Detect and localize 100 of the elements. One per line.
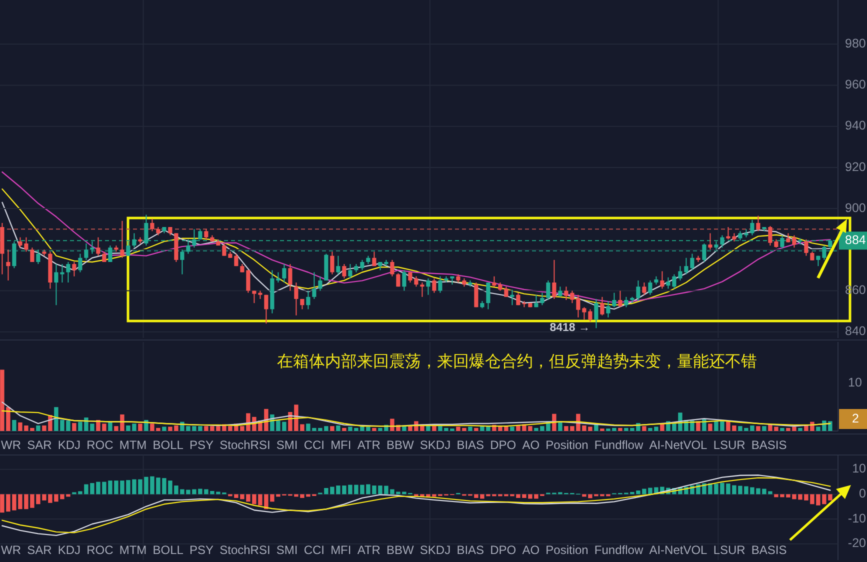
candlestick xyxy=(720,234,724,248)
candlestick xyxy=(276,272,280,284)
text: BASIS xyxy=(751,438,787,452)
text: ROC xyxy=(86,438,114,452)
candlestick xyxy=(18,236,22,248)
candlestick xyxy=(246,270,250,294)
bar xyxy=(696,421,700,431)
text: AO xyxy=(522,438,540,452)
bar xyxy=(12,420,16,431)
candlestick xyxy=(12,240,16,269)
candlestick xyxy=(402,270,406,292)
text: BBW xyxy=(386,438,414,452)
text: Fundflow xyxy=(594,438,644,452)
candlestick xyxy=(186,238,190,254)
annotation: 在箱体内部来回震荡，来回爆仓合约，但反弹趋势未变，量能还不错 xyxy=(277,351,757,370)
y-tick-label: 920 xyxy=(845,160,866,174)
candlestick xyxy=(822,245,826,260)
candlestick xyxy=(756,215,760,232)
candlestick xyxy=(120,220,124,258)
candlestick xyxy=(642,282,646,296)
text: 2 xyxy=(852,411,859,426)
annotation: Fundflow xyxy=(594,543,644,557)
candlestick xyxy=(516,292,520,306)
candlestick xyxy=(828,238,832,250)
annotation: BIAS xyxy=(456,543,484,557)
candlestick xyxy=(768,226,772,246)
candlestick xyxy=(396,272,400,288)
bar xyxy=(510,426,514,431)
candlestick xyxy=(792,234,796,248)
annotation: SMI xyxy=(276,543,298,557)
candlestick xyxy=(666,276,670,290)
text: CCI xyxy=(304,438,324,452)
bar xyxy=(342,428,346,431)
candlestick xyxy=(6,249,10,281)
text: BIAS xyxy=(456,438,484,452)
candlestick xyxy=(438,276,442,294)
candlestick xyxy=(660,270,664,290)
text: WR xyxy=(1,438,21,452)
bar xyxy=(72,423,76,431)
annotation: DPO xyxy=(490,543,516,557)
candlestick xyxy=(132,232,136,248)
candlestick xyxy=(30,247,34,262)
candlestick xyxy=(702,242,706,262)
text: MFI xyxy=(330,438,352,452)
annotation: MFI xyxy=(330,543,352,557)
candlestick xyxy=(348,264,352,279)
bar xyxy=(642,426,646,431)
text: DPO xyxy=(490,438,516,452)
annotation: ROC xyxy=(86,543,114,557)
annotation: PSY xyxy=(190,543,214,557)
candlestick xyxy=(786,232,790,243)
candlestick xyxy=(738,230,742,241)
candlestick xyxy=(504,286,508,298)
annotation: ATR xyxy=(357,543,380,557)
annotation: BOLL xyxy=(152,543,184,557)
bar xyxy=(162,426,166,431)
bar xyxy=(756,426,760,431)
bar xyxy=(780,428,784,431)
candlestick xyxy=(312,272,316,300)
candlestick xyxy=(780,234,784,250)
annotation: LSUR xyxy=(713,543,746,557)
annotation: CCI xyxy=(304,543,324,557)
candlestick xyxy=(288,264,292,292)
annotation: Position xyxy=(546,543,588,557)
y-tick-label: 940 xyxy=(845,118,866,133)
annotation: StochRSI xyxy=(220,543,270,557)
candlestick xyxy=(420,282,424,298)
bar xyxy=(36,425,40,431)
y-tick-label: -10 xyxy=(848,511,866,526)
bar xyxy=(468,426,472,431)
candlestick xyxy=(306,290,310,310)
candlestick xyxy=(432,278,436,294)
bar xyxy=(762,426,766,431)
candlestick xyxy=(66,261,70,284)
candlestick xyxy=(486,282,490,310)
candlestick xyxy=(576,294,580,318)
text: SAR xyxy=(27,438,52,452)
candlestick xyxy=(588,308,592,322)
candlestick xyxy=(342,264,346,279)
candlestick xyxy=(726,226,730,240)
text: LSUR xyxy=(713,438,746,452)
candlestick xyxy=(534,294,538,308)
candlestick xyxy=(60,264,64,284)
bar xyxy=(432,426,436,431)
candlestick xyxy=(96,236,100,256)
candlestick xyxy=(204,228,208,240)
text: StochRSI xyxy=(220,438,270,452)
bar xyxy=(138,424,142,431)
candlestick xyxy=(192,228,196,248)
text: SMI xyxy=(276,438,298,452)
annotation: SKDJ xyxy=(420,543,451,557)
candlestick xyxy=(426,278,430,296)
candlestick xyxy=(294,282,298,316)
candlestick xyxy=(618,290,622,308)
text: Position xyxy=(546,438,588,452)
text: SKDJ xyxy=(420,438,451,452)
candlestick xyxy=(24,236,28,252)
bar xyxy=(330,426,334,431)
y-tick-label: 0 xyxy=(859,486,866,501)
candlestick xyxy=(600,296,604,316)
